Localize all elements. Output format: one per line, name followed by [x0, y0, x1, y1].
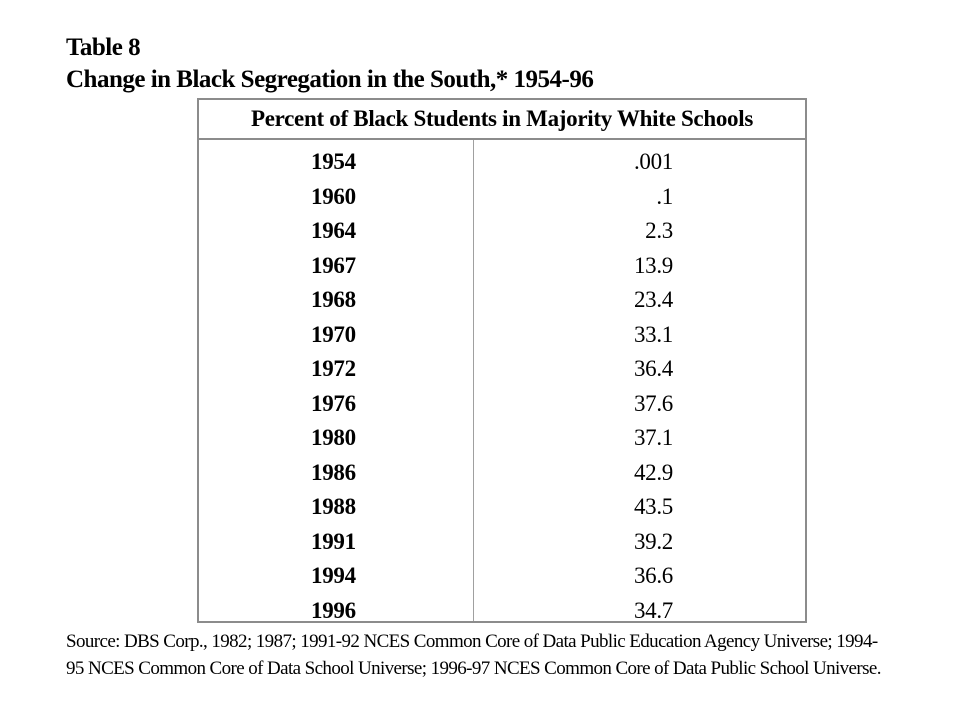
- year-cell: 1976: [311, 390, 356, 416]
- percent-value: 37.6: [633, 390, 673, 416]
- year-cell: 1991: [311, 528, 356, 554]
- year-cell: 1954: [311, 149, 356, 175]
- percent-value: 13.9: [633, 252, 673, 278]
- source-line-1: Source: DBS Corp., 1982; 1987; 1991-92 N…: [66, 631, 878, 652]
- table-row: 1970 33.1: [199, 318, 805, 353]
- percent-value: 37.1: [633, 425, 673, 451]
- percent-value: 42.9: [633, 459, 673, 485]
- table-number: Table 8: [66, 34, 141, 61]
- percent-value: 23.4: [633, 287, 673, 313]
- column-divider: [473, 140, 474, 621]
- percent-value: 36.4: [633, 356, 673, 382]
- table-row: 1976 37.6: [199, 387, 805, 422]
- table-row: 1964 2.3: [199, 214, 805, 249]
- percent-cell: 43.5: [473, 494, 805, 520]
- percent-value: 34.7: [633, 597, 673, 623]
- percent-cell: 37.1: [473, 425, 805, 451]
- year-cell: 1980: [311, 425, 356, 451]
- table-row: 1960 .1: [199, 180, 805, 215]
- year-cell: 1986: [311, 459, 356, 485]
- table-row: 1988 43.5: [199, 490, 805, 525]
- table-header: Percent of Black Students in Majority Wh…: [199, 100, 805, 140]
- table-row: 1972 36.4: [199, 352, 805, 387]
- year-cell: 1967: [311, 252, 356, 278]
- percent-value: 36.6: [633, 563, 673, 589]
- table-row: 1994 36.6: [199, 559, 805, 594]
- source-line-2: 95 NCES Common Core of Data School Unive…: [66, 658, 882, 679]
- percent-cell: 33.1: [473, 322, 805, 348]
- year-cell: 1988: [311, 494, 356, 520]
- table-row: 1968 23.4: [199, 283, 805, 318]
- source-note: Source: DBS Corp., 1982; 1987; 1991-92 N…: [66, 628, 936, 682]
- percent-cell: 13.9: [473, 253, 805, 279]
- year-cell: 1964: [311, 218, 356, 244]
- percent-cell: 34.7: [473, 598, 805, 624]
- table-row: 1967 13.9: [199, 249, 805, 284]
- percent-value: 43.5: [633, 494, 673, 520]
- percent-cell: .001: [473, 149, 805, 175]
- percent-value: 33.1: [633, 321, 673, 347]
- percent-cell: .1: [473, 184, 805, 210]
- percent-value: .1: [656, 183, 673, 209]
- percent-cell: 42.9: [473, 460, 805, 486]
- percent-value: 2.3: [645, 218, 673, 244]
- table-row: 1991 39.2: [199, 525, 805, 560]
- data-table: Percent of Black Students in Majority Wh…: [197, 98, 807, 623]
- year-cell: 1960: [311, 183, 356, 209]
- table-row: 1954 .001: [199, 145, 805, 180]
- year-cell: 1994: [311, 563, 356, 589]
- percent-value: 39.2: [633, 528, 673, 554]
- table-row: 1986 42.9: [199, 456, 805, 491]
- percent-cell: 39.2: [473, 529, 805, 555]
- table-caption: Change in Black Segregation in the South…: [66, 66, 594, 93]
- year-cell: 1968: [311, 287, 356, 313]
- percent-cell: 36.6: [473, 563, 805, 589]
- year-cell: 1972: [311, 356, 356, 382]
- table-body: 1954 .001 1960 .1 1964 2.3 1967 13.9 1968 23.4 197…: [199, 140, 805, 623]
- percent-cell: 23.4: [473, 287, 805, 313]
- percent-cell: 37.6: [473, 391, 805, 417]
- percent-cell: 2.3: [473, 218, 805, 244]
- table-row: 1996 34.7: [199, 594, 805, 629]
- year-cell: 1970: [311, 321, 356, 347]
- year-cell: 1996: [311, 597, 356, 623]
- table-row: 1980 37.1: [199, 421, 805, 456]
- table-rows: 1954 .001 1960 .1 1964 2.3 1967 13.9 1968 23.4 197…: [199, 140, 805, 628]
- percent-value: .001: [633, 149, 673, 175]
- table-title: Table 8 Change in Black Segregation in t…: [66, 32, 594, 96]
- percent-cell: 36.4: [473, 356, 805, 382]
